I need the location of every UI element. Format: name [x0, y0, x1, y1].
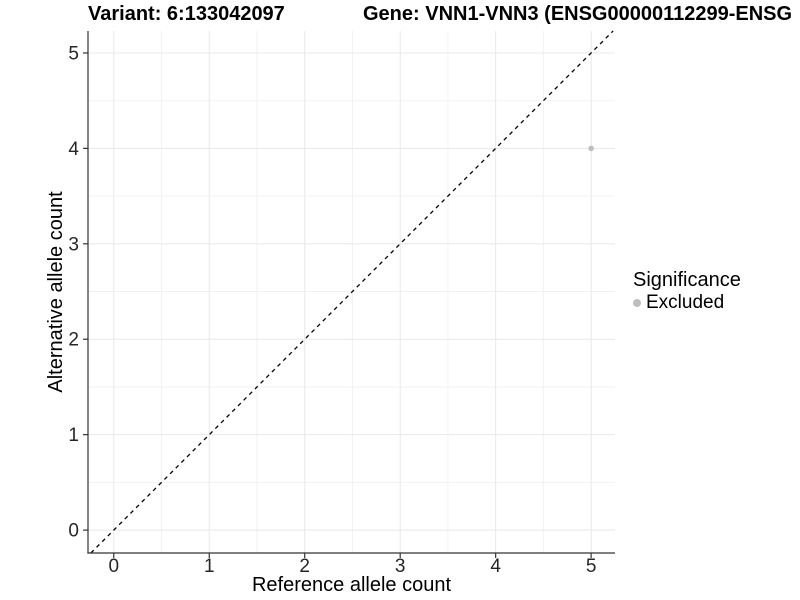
- legend: Significance Excluded: [633, 268, 741, 314]
- x-tick-label: 0: [108, 556, 119, 577]
- legend-title: Significance: [633, 269, 741, 291]
- x-tick-label: 1: [204, 556, 215, 577]
- y-tick-label: 2: [68, 330, 79, 351]
- variant-title: Variant: 6:133042097: [88, 3, 285, 25]
- y-tick-label: 1: [68, 425, 79, 446]
- x-tick-label: 2: [299, 556, 310, 577]
- y-tick-label: 3: [68, 234, 79, 255]
- identity-line: [90, 30, 614, 554]
- x-tick-label: 4: [490, 556, 501, 577]
- y-tick-label: 4: [68, 139, 79, 160]
- excluded-point-icon: [633, 299, 641, 307]
- x-axis-title: Reference allele count: [252, 574, 451, 596]
- data-point: [588, 145, 594, 152]
- legend-item-label: Excluded: [646, 292, 725, 313]
- y-tick-label: 5: [68, 43, 79, 64]
- legend-item: Excluded: [633, 292, 741, 314]
- gene-title: Gene: VNN1-VNN3 (ENSG00000112299-ENSG: [363, 3, 793, 25]
- y-tick-label: 0: [68, 521, 79, 542]
- y-axis-title: Alternative allele count: [45, 191, 67, 393]
- x-tick-label: 3: [395, 556, 406, 577]
- x-tick-label: 5: [586, 556, 597, 577]
